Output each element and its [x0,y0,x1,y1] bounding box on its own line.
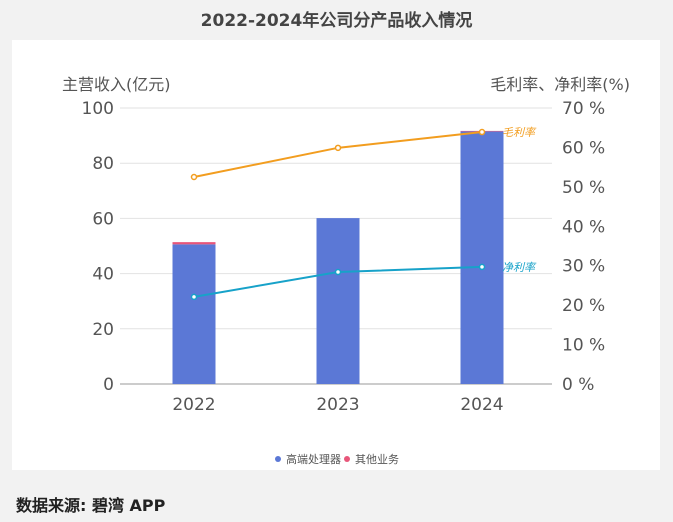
y-right-tick-label: 60 % [562,138,605,158]
line-point [190,293,198,301]
y-right-tick-label: 30 % [562,257,605,277]
bar-高端处理器 [460,131,504,384]
series-label: 净利率 [502,261,537,274]
y-right-tick-label: 40 % [562,217,605,237]
x-tick-label: 2024 [460,395,503,415]
y-left-axis-title: 主营收入(亿元) [62,75,171,94]
y-right-tick-label: 0 % [562,375,594,395]
y-left-tick-label: 60 [92,209,114,229]
legend-marker [344,456,350,462]
bar-高端处理器 [316,218,360,384]
x-tick-label: 2022 [172,395,215,415]
legend-entry: 其他业务 [355,453,399,466]
y-right-tick-label: 50 % [562,178,605,198]
legend-entry: 高端处理器 [286,452,341,466]
line-point [334,144,342,152]
line-point [478,128,486,136]
bar-高端处理器 [172,244,216,384]
x-tick-label: 2023 [316,395,359,415]
y-right-tick-label: 10 % [562,336,605,356]
page-title: 2022-2024年公司分产品收入情况 [200,11,473,31]
y-left-tick-label: 40 [92,265,114,285]
y-left-tick-label: 80 [92,154,114,174]
series-label: 毛利率 [502,126,537,139]
y-right-tick-label: 20 % [562,296,605,316]
legend-marker [275,456,281,462]
line-point [478,263,486,271]
bar-其他业务 [172,242,216,245]
y-left-tick-label: 0 [103,375,114,395]
y-left-tick-label: 20 [92,320,114,340]
source-note: 数据来源: 碧湾 APP [16,496,166,515]
y-right-axis-title: 毛利率、净利率(%) [490,75,630,94]
y-left-tick-label: 100 [82,99,114,119]
line-point [190,173,198,181]
line-point [334,268,342,276]
y-right-tick-label: 70 % [562,99,605,119]
line-毛利率 [193,131,483,178]
